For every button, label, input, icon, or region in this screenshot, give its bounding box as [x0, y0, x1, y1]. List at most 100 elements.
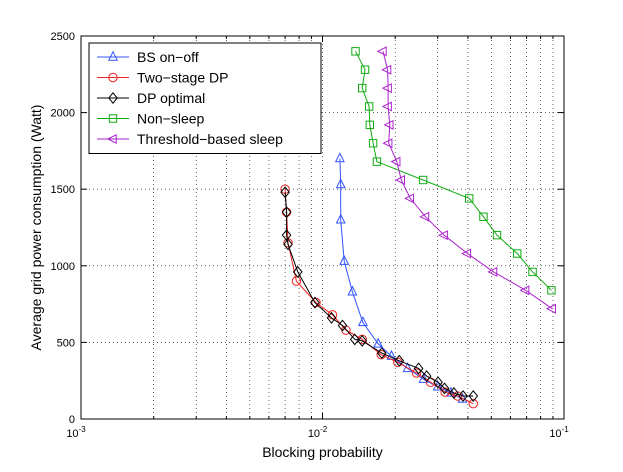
data-point: [449, 386, 459, 399]
legend-item: DP optimal: [97, 90, 205, 106]
data-point: [418, 372, 429, 383]
data-point: [326, 311, 337, 324]
data-point: [381, 83, 392, 94]
data-point: [365, 120, 375, 130]
x-tick-label: 10-2: [308, 425, 328, 440]
data-point: [445, 386, 456, 397]
legend-label: DP optimal: [137, 90, 205, 106]
data-point: [334, 152, 345, 163]
data-point: [383, 119, 394, 130]
data-point: [394, 174, 406, 186]
data-point: [439, 382, 450, 395]
legend-item: Two−stage DP: [97, 70, 228, 86]
data-point: [381, 101, 392, 112]
legend-item: Non−sleep: [97, 111, 205, 127]
data-point: [528, 267, 537, 277]
data-point: [357, 83, 367, 93]
data-point: [372, 157, 382, 166]
data-point: [479, 212, 488, 221]
data-point: [292, 265, 303, 278]
y-tick-label: 2500: [51, 31, 75, 43]
data-point: [351, 47, 360, 56]
data-point: [519, 285, 530, 296]
data-point: [437, 230, 448, 241]
data-point: [283, 238, 293, 251]
y-tick-label: 500: [57, 337, 75, 349]
data-point: [376, 347, 387, 360]
legend-label: BS on−off: [137, 49, 199, 65]
data-point: [368, 139, 378, 148]
data-point: [373, 337, 384, 348]
data-point: [364, 102, 374, 111]
data-point: [487, 266, 498, 277]
legend: BS on−off Two−stage DP DP optimal Non−sleep…: [88, 42, 322, 154]
data-point: [281, 206, 292, 219]
data-point: [349, 333, 360, 346]
legend-label: Two−stage DP: [137, 70, 228, 86]
y-axis-label: Average grid power consumption (Watt): [28, 105, 44, 351]
data-point: [335, 213, 346, 224]
series-line: [382, 51, 553, 310]
series-4: [376, 46, 556, 314]
x-axis-label: Blocking probability: [262, 444, 383, 460]
data-point: [360, 65, 370, 74]
x-tick-exponent: -3: [79, 425, 87, 434]
x-tick-base: 10: [308, 428, 320, 440]
data-point: [402, 362, 413, 373]
x-tick-base: 10: [66, 428, 78, 440]
data-point: [433, 376, 443, 389]
data-point: [310, 296, 320, 309]
y-tick-label: 0: [69, 414, 75, 426]
x-tick-label: 10-3: [66, 425, 86, 440]
data-point: [357, 316, 368, 327]
data-point: [382, 138, 393, 149]
data-point: [376, 46, 387, 57]
data-point: [492, 230, 502, 240]
data-point: [390, 156, 401, 167]
data-point: [468, 398, 478, 409]
data-point: [418, 175, 428, 185]
legend-item: BS on−off: [97, 49, 199, 65]
data-point: [280, 186, 290, 199]
legend-marker: [108, 114, 118, 123]
data-point: [461, 248, 472, 259]
y-tick-label: 2000: [51, 108, 75, 120]
series-2: [280, 186, 479, 403]
data-point: [403, 193, 415, 204]
data-point: [337, 319, 348, 332]
data-point: [468, 390, 479, 403]
series-3: [351, 47, 556, 295]
data-point: [339, 254, 350, 265]
x-tick-base: 10: [549, 428, 561, 440]
data-point: [512, 249, 522, 258]
legend-marker: [107, 50, 119, 61]
legend-label: Non−sleep: [137, 111, 205, 127]
data-point: [291, 276, 302, 286]
series-layer: [280, 46, 556, 409]
legend-label: Threshold−based sleep: [137, 131, 283, 147]
data-point: [419, 211, 430, 222]
data-point: [411, 368, 422, 378]
y-tick-label: 1500: [51, 184, 75, 196]
data-point: [458, 390, 468, 403]
x-tick-label: 10-1: [549, 425, 569, 440]
data-point: [413, 362, 424, 375]
x-tick-exponent: -2: [320, 425, 328, 434]
data-point: [465, 194, 474, 203]
data-point: [421, 370, 432, 383]
data-point: [545, 303, 556, 314]
series-line: [284, 192, 474, 397]
legend-marker: [108, 72, 118, 83]
legend-marker: [106, 133, 117, 145]
legend-item: Threshold−based sleep: [97, 131, 283, 147]
data-point: [381, 64, 392, 75]
data-point: [440, 387, 450, 397]
data-point: [394, 354, 405, 367]
legend-marker: [108, 92, 118, 104]
y-tick-label: 1000: [51, 261, 75, 273]
x-tick-exponent: -1: [562, 425, 570, 434]
data-point: [335, 178, 346, 189]
data-point: [347, 285, 358, 296]
